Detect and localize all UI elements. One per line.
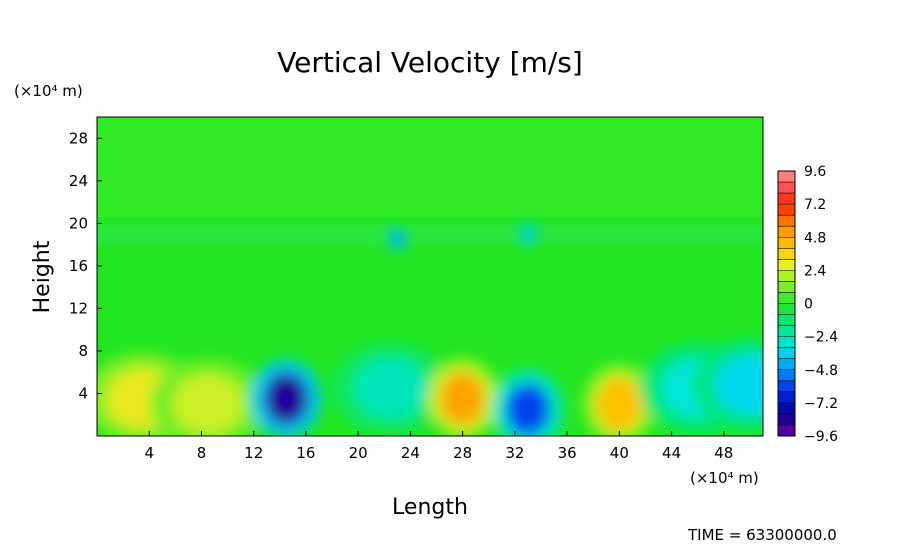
x-tick-label: 12 [244, 444, 263, 462]
x-tick-label: 20 [349, 444, 368, 462]
colorbar-swatch [778, 413, 795, 426]
colorbar-swatch [778, 237, 795, 249]
time-readout: TIME = 63300000.0 [687, 526, 837, 544]
x-tick-label: 4 [144, 444, 154, 462]
colorbar-swatch [778, 424, 795, 437]
colorbar-swatch [778, 347, 795, 360]
x-tick-label: 40 [610, 444, 629, 462]
y-tick-label: 4 [78, 384, 88, 402]
colorbar-swatch [778, 314, 795, 327]
y-tick-label: 20 [69, 214, 88, 232]
colorbar-swatch [778, 281, 795, 293]
colorbar-label: 7.2 [804, 197, 826, 213]
colorbar-swatch [778, 336, 795, 349]
x-axis-label: Length [392, 495, 468, 520]
feature-cell [172, 374, 244, 435]
turbulent-band [97, 225, 763, 245]
colorbar-label: 2.4 [804, 263, 826, 279]
colorbar-label: 4.8 [804, 230, 826, 246]
x-tick-label: 24 [401, 444, 420, 462]
colorbar-swatch [778, 204, 795, 216]
x-tick-label: 48 [714, 444, 733, 462]
colorbar-swatch [778, 325, 795, 338]
colorbar-label: −2.4 [804, 330, 838, 346]
colorbar-swatch [778, 171, 795, 183]
colorbar-swatch [778, 369, 795, 382]
feature-cell [505, 383, 550, 436]
colorbar-label: 9.6 [804, 164, 826, 180]
colorbar-swatch [778, 259, 795, 271]
colorbar-swatch [778, 402, 795, 415]
colorbar-frame [777, 170, 796, 437]
colorbar-swatch [778, 248, 795, 260]
y-tick-label: 24 [69, 172, 88, 190]
x-tick-label: 44 [662, 444, 681, 462]
colorbar-swatch [778, 270, 795, 282]
colorbar-swatch [778, 215, 795, 227]
colorbar-label: −7.2 [804, 396, 838, 412]
upper-band [97, 117, 763, 217]
colorbar-swatch [778, 292, 795, 304]
feature-cell [597, 378, 642, 431]
x-axis-unit: (×10⁴ m) [690, 469, 759, 487]
colorbar-swatch [778, 391, 795, 404]
feature-cell [264, 372, 309, 425]
x-tick-label: 36 [558, 444, 577, 462]
colorbar-swatch [778, 380, 795, 393]
colorbar-label: −9.6 [804, 429, 838, 445]
colorbar-swatch [778, 358, 795, 371]
y-axis-label: Height [30, 240, 55, 313]
feature-cell [391, 231, 404, 248]
chart-title: Vertical Velocity [m/s] [277, 46, 583, 79]
feature-cell [354, 358, 427, 419]
colorbar-swatch [778, 193, 795, 205]
plot-frame [96, 116, 764, 437]
y-tick-label: 8 [78, 342, 88, 360]
x-tick-label: 8 [197, 444, 207, 462]
x-tick-label: 28 [453, 444, 472, 462]
y-tick-label: 16 [69, 257, 88, 275]
heatmap-plot-area [96, 116, 764, 437]
y-tick-label: 28 [69, 129, 88, 147]
feature-cell [521, 225, 534, 242]
feature-cell [440, 372, 485, 425]
colorbar-label: 0 [804, 297, 813, 313]
x-tick-label: 32 [505, 444, 524, 462]
y-axis-unit: (×10⁴ m) [14, 82, 83, 100]
x-tick-label: 16 [296, 444, 315, 462]
feature-cell [713, 354, 763, 415]
colorbar-swatch [778, 182, 795, 194]
y-tick-label: 12 [69, 299, 88, 317]
colorbar-swatch [778, 303, 795, 316]
colorbar-swatch [778, 226, 795, 238]
colorbar: 9.6 7.2 4.8 2.4 0 −2.4 −4.8 −7.2 −9.6 [777, 164, 838, 445]
colorbar-label: −4.8 [804, 363, 838, 379]
